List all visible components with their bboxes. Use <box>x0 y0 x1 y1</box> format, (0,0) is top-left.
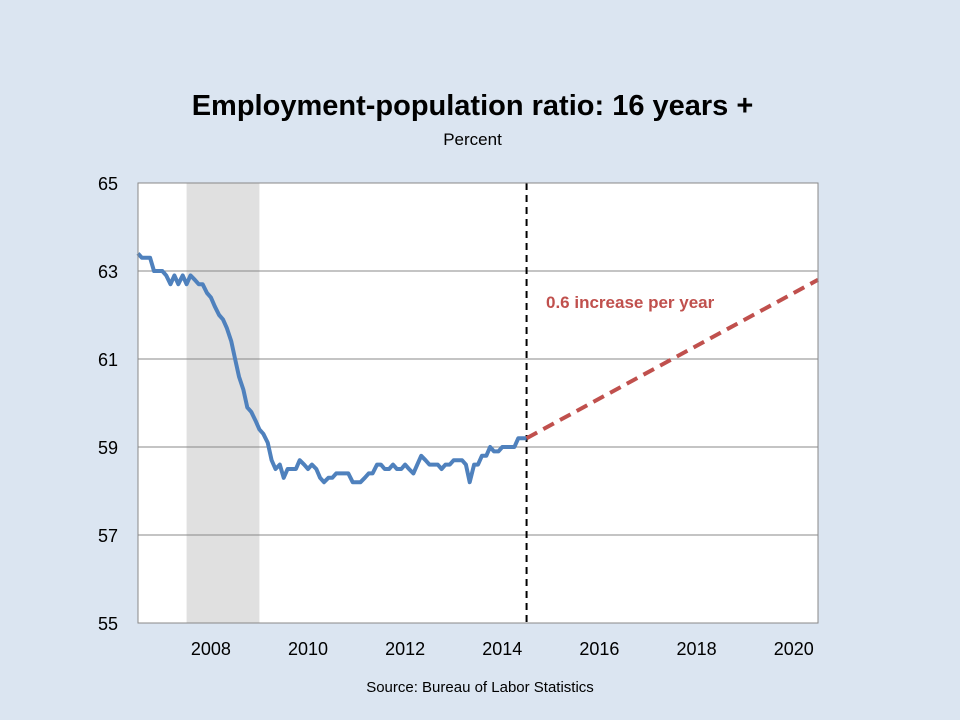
y-tick-label: 65 <box>98 174 118 194</box>
chart-source: Source: Bureau of Labor Statistics <box>366 679 594 696</box>
x-tick-label: 2008 <box>191 639 231 659</box>
gridline-layer <box>138 270 818 536</box>
y-tick-label: 59 <box>98 438 118 458</box>
y-tick-layer: 55 57 59 61 63 65 <box>98 174 118 634</box>
chart-subtitle: Percent <box>443 130 502 149</box>
recession-shade <box>186 183 260 623</box>
projection-trend-line <box>525 278 819 440</box>
trend-annotation: 0.6 increase per year <box>546 293 715 312</box>
x-tick-label: 2020 <box>774 639 814 659</box>
employment-ratio-line <box>136 252 527 485</box>
x-tick-label: 2012 <box>385 639 425 659</box>
x-tick-label: 2014 <box>482 639 522 659</box>
x-tick-label: 2018 <box>677 639 717 659</box>
y-tick-label: 61 <box>98 350 118 370</box>
annotation-layer: 0.6 increase per year <box>546 293 715 312</box>
x-tick-label: 2010 <box>288 639 328 659</box>
y-tick-label: 55 <box>98 614 118 634</box>
recession-shade-layer <box>186 183 260 623</box>
chart-title: Employment-population ratio: 16 years + <box>191 90 754 122</box>
series-layer <box>136 252 819 485</box>
x-tick-layer: 2008 2010 2012 2014 2016 2018 2020 <box>191 639 814 659</box>
x-tick-label: 2016 <box>579 639 619 659</box>
y-tick-label: 63 <box>98 262 118 282</box>
y-tick-label: 57 <box>98 526 118 546</box>
plot-border <box>137 182 819 624</box>
